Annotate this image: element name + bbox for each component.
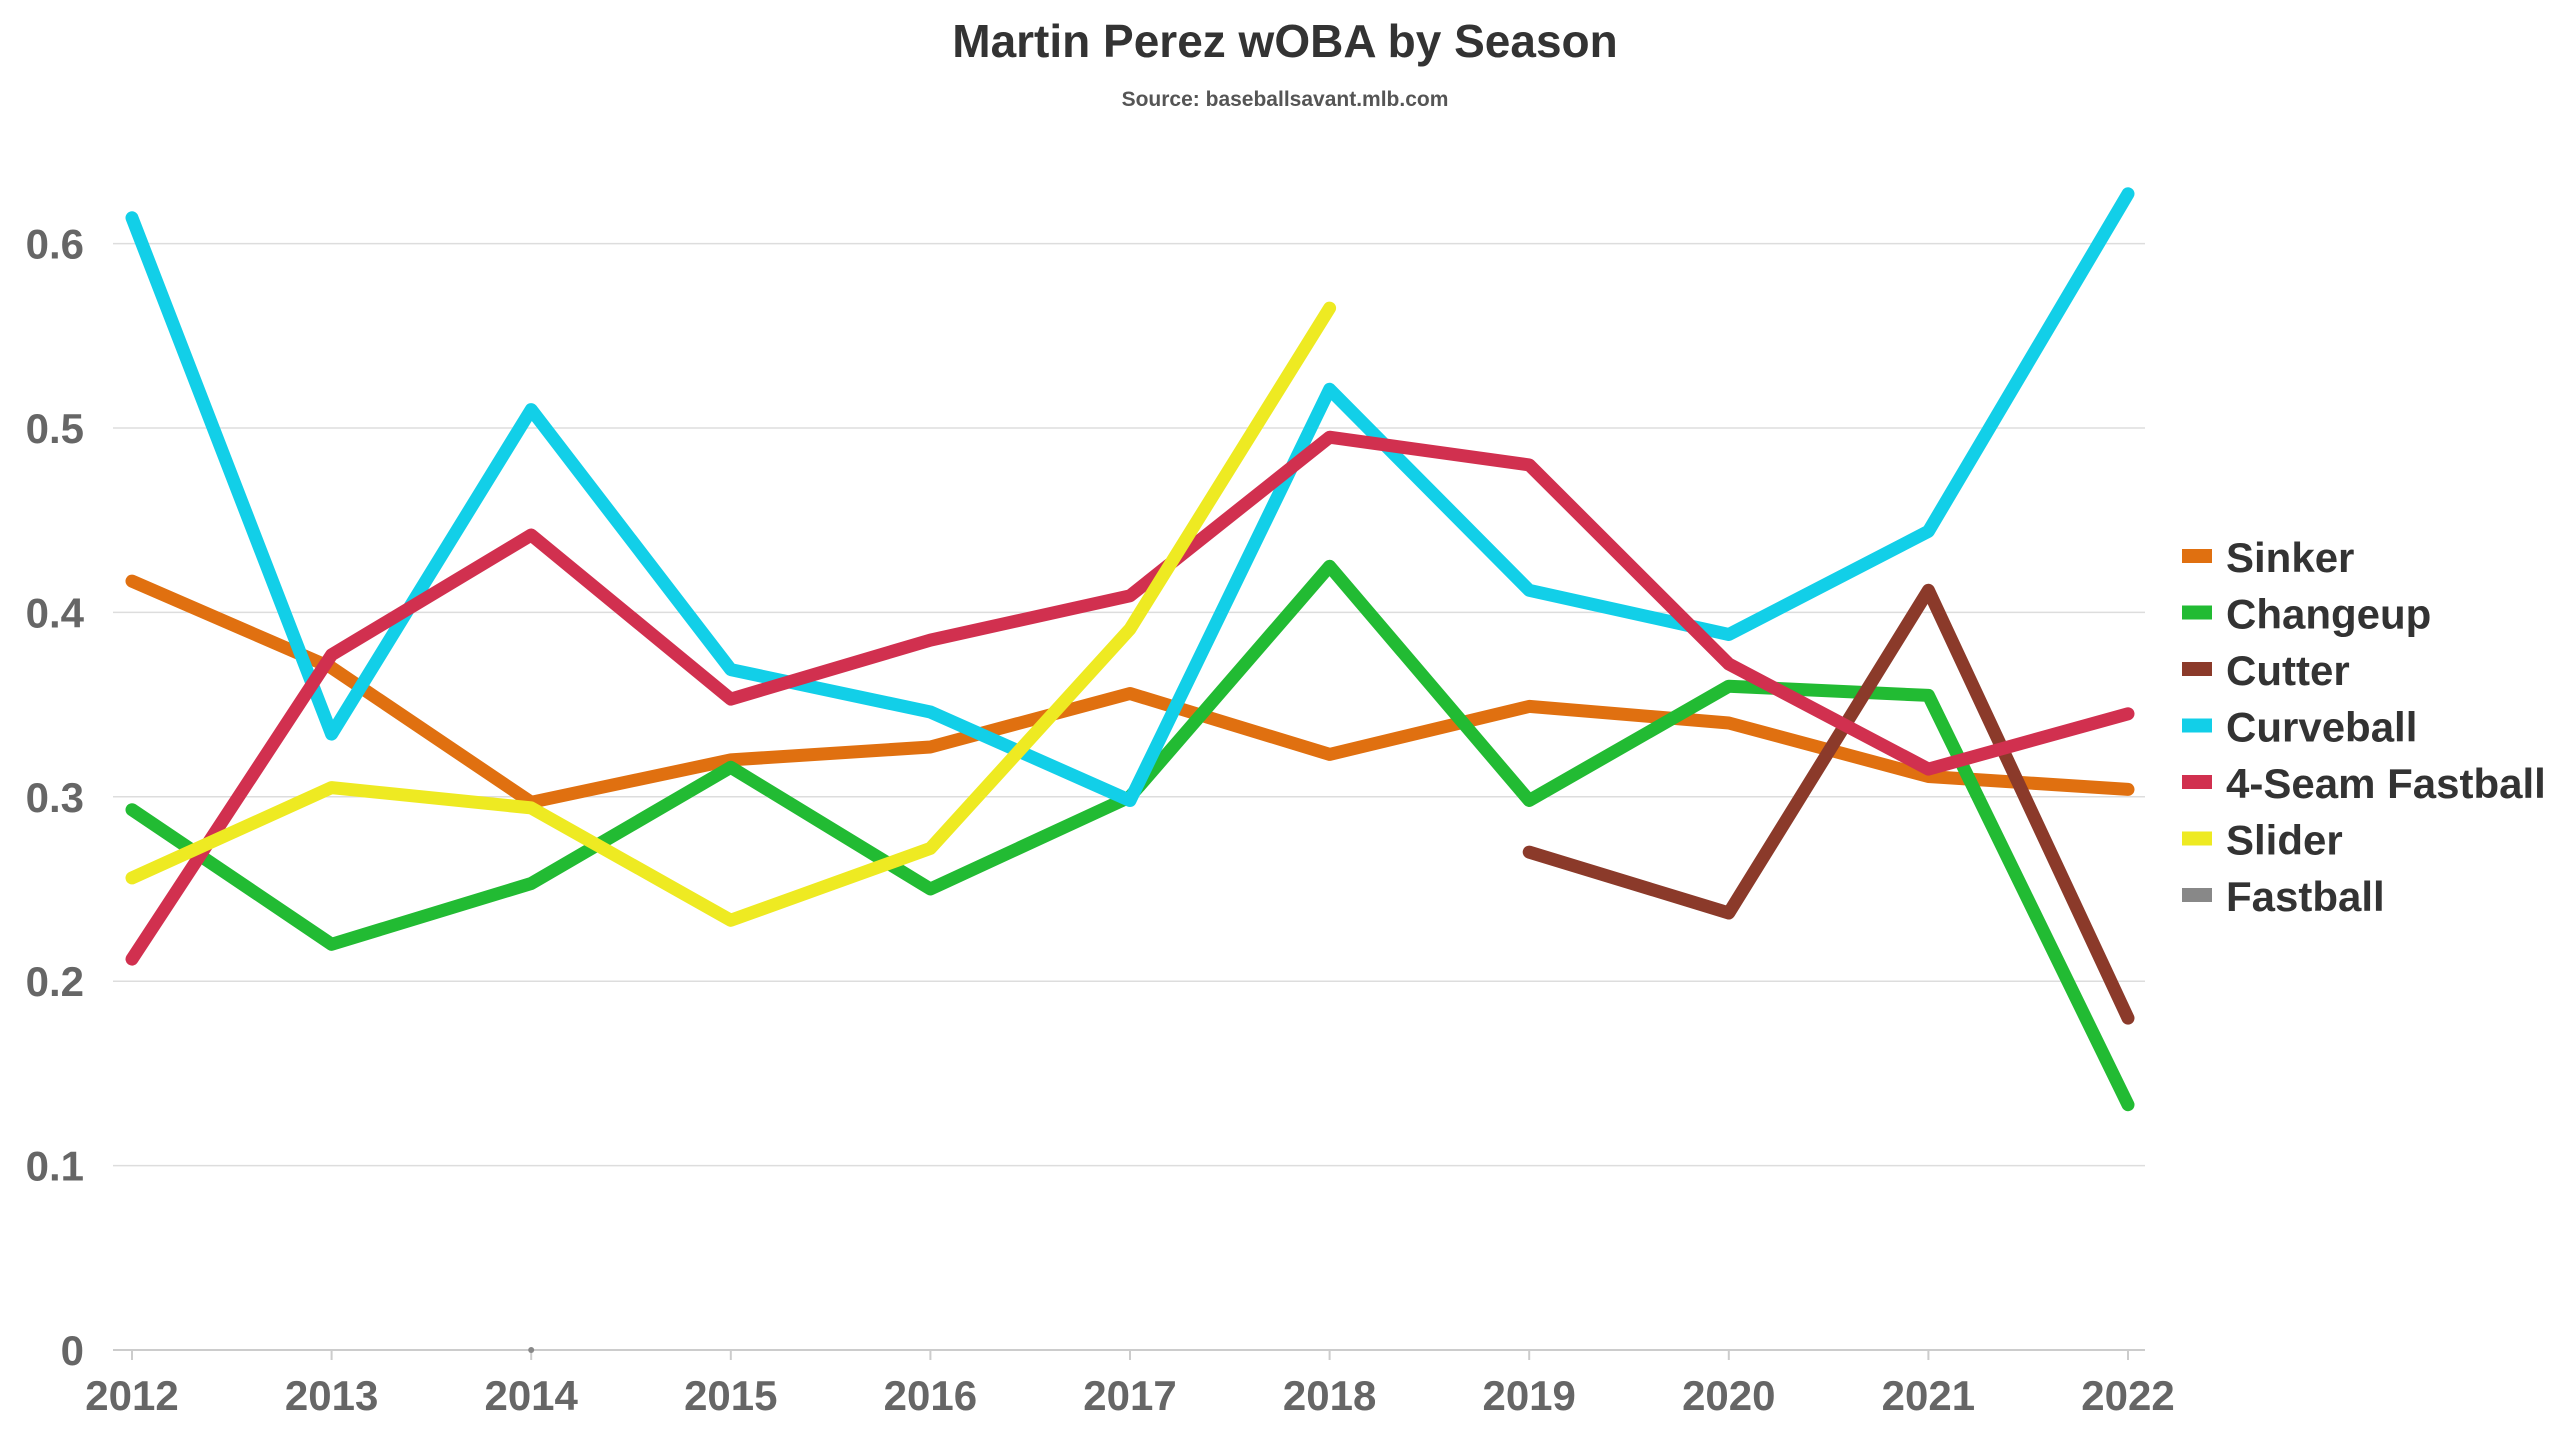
legend-swatch-slider: [2182, 831, 2212, 846]
y-tick-label: 0.1: [26, 1143, 84, 1190]
series-line-4-seam-fastball: [125, 430, 2135, 966]
legend-label-sinker: Sinker: [2226, 534, 2354, 581]
series-lines: [125, 187, 2135, 1353]
x-tick-label: 2020: [1682, 1372, 1775, 1419]
y-tick-label: 0: [61, 1327, 84, 1374]
legend-label-curveball: Curveball: [2226, 704, 2417, 751]
x-tick-label: 2015: [684, 1372, 777, 1419]
legend-label-cutter: Cutter: [2226, 647, 2350, 694]
legend-swatch-fastball: [2182, 888, 2212, 902]
y-tick-label: 0.2: [26, 958, 84, 1005]
legend-swatch-curveball: [2182, 718, 2212, 733]
x-tick-label: 2021: [1882, 1372, 1975, 1419]
legend-label-changeup: Changeup: [2226, 591, 2431, 638]
legend-swatch-cutter: [2182, 662, 2212, 676]
x-tick-label: 2018: [1283, 1372, 1376, 1419]
x-tick-label: 2022: [2081, 1372, 2174, 1419]
x-tick-label: 2016: [884, 1372, 977, 1419]
series-point-fastball: [528, 1347, 535, 1353]
series-line-changeup: [125, 559, 2135, 1112]
series-line-curveball: [125, 187, 2135, 807]
legend-swatch-sinker: [2182, 549, 2212, 563]
series-line-cutter: [1522, 583, 2135, 1025]
x-tick-label: 2019: [1482, 1372, 1575, 1419]
y-tick-label: 0.5: [26, 405, 84, 452]
x-tick-label: 2012: [85, 1372, 178, 1419]
y-tick-label: 0.6: [26, 221, 84, 268]
y-tick-label: 0.3: [26, 774, 84, 821]
series-line-sinker: [125, 574, 2135, 809]
x-tick-label: 2017: [1083, 1372, 1176, 1419]
x-axis-ticks: 2012 2013 2014 2015 2016 2017 2018 2019 2020 2021…: [85, 1350, 2175, 1419]
y-tick-label: 0.4: [26, 589, 85, 636]
legend-label-slider: Slider: [2226, 817, 2343, 864]
legend-label-fastball: Fastball: [2226, 873, 2385, 920]
x-tick-label: 2013: [285, 1372, 378, 1419]
x-tick-label: 2014: [484, 1372, 578, 1419]
chart-subtitle: Source: baseballsavant.mlb.com: [1122, 88, 1449, 111]
legend: Sinker Changeup Cutter Curveball 4-Seam Fast…: [2182, 534, 2546, 920]
legend-label-4-seam-fastball: 4-Seam Fastball: [2226, 760, 2546, 807]
chart-title: Martin Perez wOBA by Season: [952, 15, 1617, 67]
legend-swatch-changeup: [2182, 605, 2212, 620]
legend-swatch-4-seam-fastball: [2182, 775, 2212, 789]
y-axis-ticks: 0 0.1 0.2 0.3 0.4 0.5 0.6: [26, 221, 85, 1374]
series-line-slider: [125, 301, 1337, 927]
